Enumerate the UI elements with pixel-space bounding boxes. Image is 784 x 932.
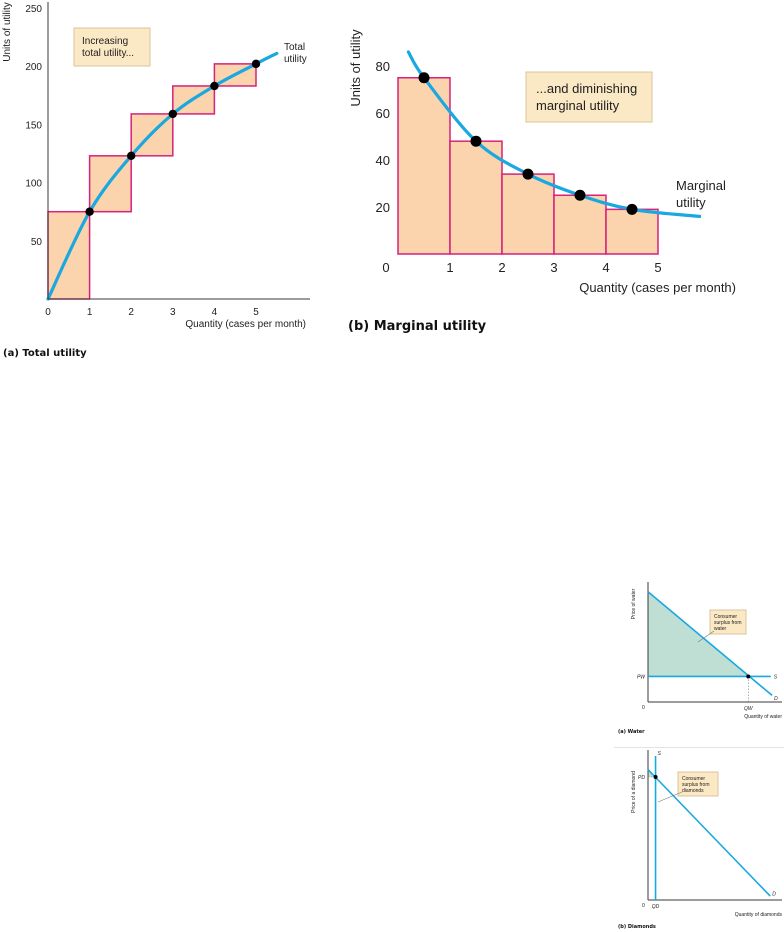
water-quantity-label: QW xyxy=(744,706,754,712)
total-y-tick-100: 100 xyxy=(25,179,42,190)
diamonds-annotation-line-2: surplus from xyxy=(682,782,710,788)
marginal-x-tick-4: 4 xyxy=(602,260,609,275)
diamonds-annotation-line-3: diamonds xyxy=(682,788,704,794)
water-demand-line xyxy=(647,591,773,697)
total-annotation-box xyxy=(73,27,151,67)
marginal-x-ticks: 0 1 2 3 4 5 xyxy=(382,260,661,275)
marginal-x-tick-2: 2 xyxy=(498,260,505,275)
water-origin: 0 xyxy=(642,705,645,711)
water-annotation-line-2: surplus from xyxy=(714,620,742,626)
marginal-bar-2 xyxy=(449,140,503,255)
marginal-caption: (b) Marginal utility xyxy=(348,319,487,334)
water-ylabel: Price of water xyxy=(631,588,637,619)
diamonds-ylabel: Price of a diamond xyxy=(631,771,637,813)
diamonds-equilibrium-dot xyxy=(653,775,658,779)
marginal-ylabel: Units of utility xyxy=(348,29,363,107)
total-x-tick-0: 0 xyxy=(45,307,51,318)
diamonds-price-label: PD xyxy=(638,775,645,781)
water-caption: (a) Water xyxy=(618,729,645,735)
marginal-xlabel: Quantity (cases per month) xyxy=(579,280,736,295)
total-curve-label-1: Total xyxy=(284,42,305,53)
diamonds-origin: 0 xyxy=(642,903,645,909)
water-supply-label: S xyxy=(774,674,778,680)
water-demand-label: D xyxy=(774,696,778,702)
total-x-tick-2: 2 xyxy=(128,307,134,318)
total-x-tick-4: 4 xyxy=(212,307,218,318)
diamonds-annotation-line-1: Consumer xyxy=(682,776,705,782)
diamonds-caption: (b) Diamonds xyxy=(618,924,656,930)
water-xlabel: Quantity of water xyxy=(744,714,782,720)
marginal-x-tick-0: 0 xyxy=(382,260,389,275)
marginal-bar-1 xyxy=(397,77,451,255)
marginal-bar-5 xyxy=(605,208,659,255)
marginal-point-3 xyxy=(522,168,534,180)
water-consumer-surplus xyxy=(648,591,749,677)
water-annotation-pointer xyxy=(697,630,715,643)
total-point-4 xyxy=(210,81,219,91)
water-annotation-line-1: Consumer xyxy=(714,614,737,620)
water-chart: Price of water Consumer surplus from wat… xyxy=(618,582,782,735)
marginal-annotation-line-1: ...and diminishing xyxy=(536,81,637,96)
total-y-tick-200: 200 xyxy=(25,62,42,73)
total-y-ticks: 50 100 150 200 250 xyxy=(25,4,42,248)
total-point-2 xyxy=(127,151,136,161)
diamonds-demand-label: D xyxy=(772,892,776,898)
marginal-curve-label-1: Marginal xyxy=(676,178,726,193)
marginal-dots xyxy=(418,72,638,215)
marginal-y-tick-20: 20 xyxy=(376,200,390,215)
total-bars xyxy=(47,63,257,300)
total-dots xyxy=(85,59,261,216)
total-xlabel: Quantity (cases per month) xyxy=(185,319,306,330)
diamonds-annotation-pointer xyxy=(657,791,683,803)
marginal-point-4 xyxy=(574,189,586,201)
marginal-x-tick-1: 1 xyxy=(446,260,453,275)
water-equilibrium-dot xyxy=(746,674,751,679)
total-point-3 xyxy=(168,109,177,119)
marginal-annotation-box xyxy=(525,71,653,123)
marginal-bar-4 xyxy=(553,194,607,255)
water-price-label: PW xyxy=(637,674,646,680)
water-annotation-box xyxy=(709,609,747,635)
total-x-tick-5: 5 xyxy=(253,307,259,318)
marginal-annotation-line-2: marginal utility xyxy=(536,98,620,113)
total-y-tick-250: 250 xyxy=(25,4,42,15)
total-caption: (a) Total utility xyxy=(3,348,87,359)
marginal-x-tick-3: 3 xyxy=(550,260,557,275)
marginal-y-ticks: 20 40 60 80 xyxy=(376,59,390,215)
total-x-tick-1: 1 xyxy=(87,307,93,318)
marginal-point-1 xyxy=(418,72,430,84)
marginal-y-tick-80: 80 xyxy=(376,59,390,74)
marginal-point-5 xyxy=(626,203,638,215)
marginal-point-2 xyxy=(470,135,482,147)
marginal-curve-label-2: utility xyxy=(676,195,706,210)
diamonds-chart: Price of a diamond Consumer surplus from… xyxy=(618,750,783,930)
diamonds-xlabel: Quantity of diamonds xyxy=(735,912,783,918)
diamonds-demand-line xyxy=(647,768,771,897)
panel-divider xyxy=(614,747,784,748)
total-y-tick-50: 50 xyxy=(31,237,43,248)
total-curve-label-2: utility xyxy=(284,54,307,65)
total-y-tick-150: 150 xyxy=(25,120,42,131)
marginal-utility-chart: Units of utility ...and diminishing marg… xyxy=(348,29,736,334)
diamonds-annotation-box xyxy=(677,771,719,797)
total-annotation-line-2: total utility... xyxy=(82,48,134,59)
total-annotation-line-1: Increasing xyxy=(82,36,128,47)
marginal-bars xyxy=(397,77,659,255)
total-x-ticks: 0 1 2 3 4 5 xyxy=(45,307,259,318)
diamonds-quantity-label: QD xyxy=(652,904,660,910)
marginal-bar-3 xyxy=(501,173,555,255)
marginal-x-tick-5: 5 xyxy=(654,260,661,275)
total-x-tick-3: 3 xyxy=(170,307,176,318)
water-annotation-line-3: water xyxy=(714,626,727,632)
total-ylabel: Units of utility xyxy=(2,2,13,61)
total-point-5 xyxy=(251,59,261,69)
total-utility-chart: Units of utility Increasing total utilit… xyxy=(2,2,310,359)
marginal-y-tick-60: 60 xyxy=(376,106,390,121)
total-point-1 xyxy=(85,207,94,216)
marginal-y-tick-40: 40 xyxy=(376,153,390,168)
diamonds-supply-label: S xyxy=(658,751,662,757)
